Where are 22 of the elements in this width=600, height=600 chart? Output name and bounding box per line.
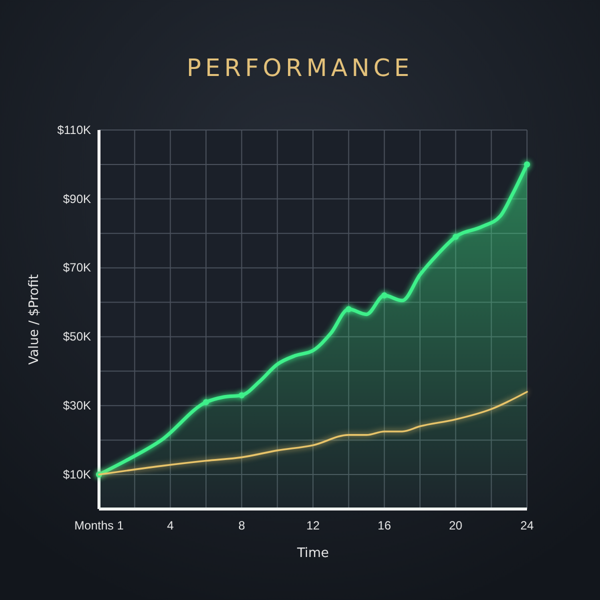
point (452, 234, 459, 240)
x-tick-label: 20 (448, 518, 463, 533)
point (346, 306, 352, 312)
x-axis-title: Time (296, 546, 329, 561)
x-tick-label: 4 (166, 518, 174, 533)
y-tick-label: $50K (62, 330, 91, 344)
point (238, 392, 245, 398)
x-tick-label: 12 (306, 518, 320, 533)
point (524, 161, 530, 168)
y-axis-title: Value / $Profit (27, 274, 42, 365)
y-tick-label: $70K (62, 260, 91, 275)
x-tick-label: 24 (520, 518, 534, 533)
y-tick-label: $30K (62, 398, 91, 412)
y-tick-label: $10K (62, 467, 91, 482)
x-tick-label: 8 (238, 518, 246, 533)
x-tick-label: 16 (378, 518, 392, 533)
point (202, 399, 210, 406)
y-tick-label: $90K (62, 192, 91, 206)
x-tick-label: Months 1 (74, 518, 124, 533)
chart-title: PERFORMANCE (186, 54, 414, 82)
point (381, 292, 388, 298)
y-tick-label: $110K (57, 122, 91, 137)
